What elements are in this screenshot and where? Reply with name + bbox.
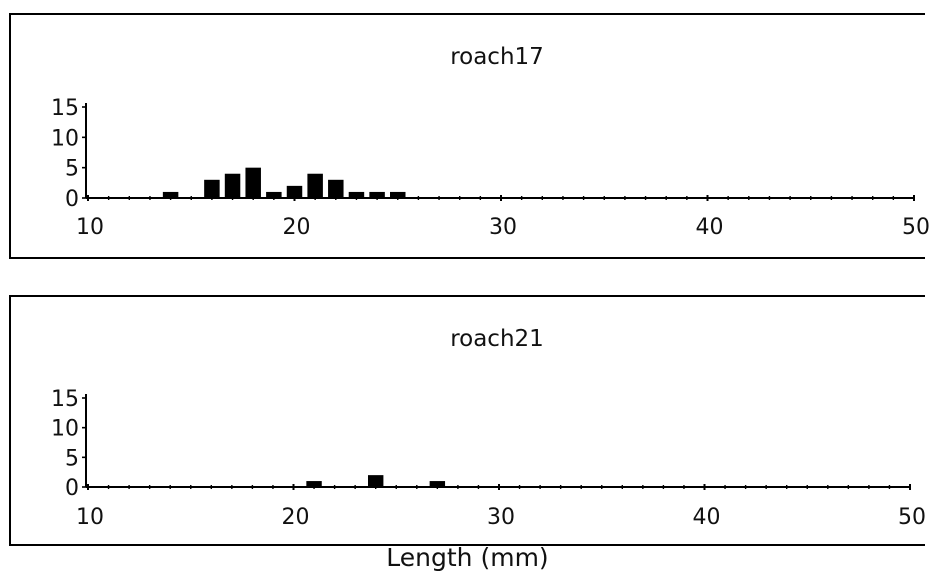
panel-2-bar bbox=[367, 475, 384, 487]
panel-1-bar bbox=[328, 179, 344, 198]
panel-1-bar bbox=[348, 191, 365, 198]
panel-2-y-tick-label: 15 bbox=[51, 387, 79, 412]
panel-1-bar bbox=[224, 173, 241, 198]
panel-1-frame bbox=[9, 13, 925, 259]
panel-2-y-tick-label: 10 bbox=[51, 417, 79, 442]
panel-2-x-tick-label: 50 bbox=[898, 505, 926, 530]
panel-2-x-tick-label: 10 bbox=[76, 505, 104, 530]
panel-2-x-tick-label: 40 bbox=[693, 505, 721, 530]
panel-1-bar bbox=[204, 179, 220, 198]
panel-1-y-tick-label: 15 bbox=[51, 96, 79, 121]
panel-2-bar bbox=[429, 481, 446, 487]
panel-2-bar bbox=[306, 481, 322, 487]
panel-2-frame bbox=[9, 295, 925, 546]
panel-1-x-tick-label: 40 bbox=[696, 215, 724, 240]
panel-1-bar bbox=[245, 167, 261, 198]
panel-1-y-tick-label: 10 bbox=[51, 126, 79, 151]
panel-1-x-tick-label: 50 bbox=[902, 215, 930, 240]
shared-x-axis-label: Length (mm) bbox=[386, 543, 549, 572]
panel-1-x-tick-label: 30 bbox=[489, 215, 517, 240]
panel-1-y-tick-label: 0 bbox=[65, 187, 79, 212]
panel-2-title: roach21 bbox=[450, 326, 544, 352]
panel-2-x-tick-label: 30 bbox=[487, 505, 515, 530]
panel-2-x-tick-label: 20 bbox=[282, 505, 310, 530]
panel-1-bar bbox=[162, 191, 179, 198]
panel-1-bar bbox=[390, 191, 406, 198]
panel-2-y-tick-label: 0 bbox=[65, 476, 79, 501]
panel-1-title: roach17 bbox=[450, 44, 544, 70]
panel-1-bar bbox=[286, 185, 303, 198]
panel-2-y-tick-label: 5 bbox=[65, 446, 79, 471]
panel-1-bar bbox=[266, 191, 282, 198]
panel-1-bar bbox=[369, 191, 385, 198]
panel-1-x-tick-label: 10 bbox=[76, 215, 104, 240]
panel-1-x-tick-label: 20 bbox=[283, 215, 311, 240]
panel-1-bar bbox=[307, 173, 323, 198]
panel-1-y-tick-label: 5 bbox=[65, 157, 79, 182]
